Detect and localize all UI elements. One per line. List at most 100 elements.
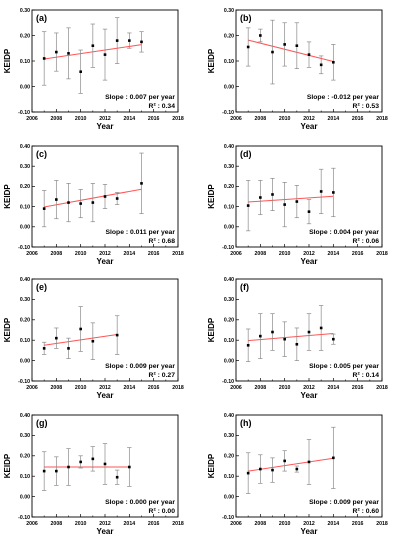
data-point [295, 200, 299, 203]
y-tick-label: 0.10 [224, 204, 234, 210]
y-tick-label: 0.40 [20, 144, 30, 150]
x-tick-label: 2014 [124, 251, 136, 257]
y-tick-label: 0.20 [224, 184, 234, 190]
x-tick-label: 2016 [352, 251, 364, 257]
data-point [103, 195, 107, 198]
r-squared-text: R² : 0.14 [353, 372, 380, 379]
x-tick-label: 2012 [99, 385, 111, 391]
y-tick-label: 0.00 [224, 358, 234, 364]
slope-text: Slope : 0.000 per year [105, 499, 175, 506]
y-axis-title: KEIDP [207, 184, 216, 209]
panel-c: -0.10 0.00 0.10 0.20 0.30 0.40 2006 2008 2010 201… [3, 144, 184, 266]
y-tick-label: 0.20 [20, 33, 30, 39]
y-tick-label: 0.40 [224, 277, 234, 283]
data-point [67, 201, 70, 204]
panel-label: (c) [36, 149, 47, 159]
data-point [115, 39, 119, 42]
panel-label: (d) [240, 149, 252, 159]
y-axis-title: KEIDP [207, 453, 216, 478]
data-point [259, 34, 262, 37]
slope-text: Slope : 0.009 per year [309, 499, 379, 506]
x-axis-title: Year [97, 257, 114, 266]
panel-label: (f) [240, 282, 249, 292]
trend-line [248, 195, 334, 203]
data-point [332, 456, 335, 460]
y-tick-label: 0.30 [20, 8, 30, 14]
x-tick-label: 2008 [51, 116, 63, 122]
x-tick-label: 2010 [75, 521, 87, 527]
y-tick-label: 0.40 [20, 413, 30, 419]
x-tick-label: 2006 [26, 251, 38, 257]
x-tick-label: 2010 [279, 116, 291, 122]
panel-e: -0.10 0.00 0.10 0.20 0.30 0.40 2006 2008 2010 201… [3, 277, 184, 400]
r-squared-text: R² : 0.00 [149, 508, 176, 515]
data-point [55, 469, 58, 473]
y-tick-label: -0.10 [222, 379, 234, 385]
data-point [319, 190, 323, 193]
y-tick-label: 0.20 [224, 318, 234, 324]
data-point [103, 462, 107, 466]
x-tick-label: 2010 [279, 521, 291, 527]
data-point [42, 207, 46, 210]
data-point [295, 44, 299, 47]
data-point [115, 475, 119, 479]
data-point [319, 326, 323, 330]
x-tick-label: 2018 [172, 116, 184, 122]
x-tick-label: 2012 [303, 385, 315, 391]
r-squared-text: R² : 0.34 [149, 103, 176, 110]
data-point [42, 347, 46, 350]
y-axis-title: KEIDP [3, 184, 12, 209]
x-tick-label: 2016 [148, 251, 160, 257]
panel-b: -0.10 0.00 0.10 0.20 0.30 2006 2008 2010 2012 201… [207, 8, 388, 131]
data-point [307, 460, 311, 464]
x-axis-title: Year [301, 391, 318, 400]
x-tick-label: 2010 [75, 385, 87, 391]
y-tick-label: -0.10 [222, 245, 234, 251]
x-tick-label: 2014 [124, 385, 136, 391]
slope-text: Slope : 0.007 per year [105, 94, 175, 101]
x-tick-label: 2010 [75, 116, 87, 122]
data-point [55, 336, 58, 340]
data-point [55, 198, 58, 201]
data-point [55, 50, 58, 54]
data-point [271, 50, 274, 54]
x-tick-label: 2018 [376, 385, 388, 391]
x-tick-label: 2014 [124, 116, 136, 122]
x-tick-label: 2018 [172, 385, 184, 391]
x-tick-label: 2014 [328, 385, 340, 391]
x-tick-label: 2008 [255, 385, 267, 391]
data-point [283, 337, 286, 341]
data-point [283, 43, 286, 46]
y-tick-label: 0.20 [224, 33, 234, 39]
data-point [246, 204, 250, 207]
slope-text: Slope : 0.011 per year [105, 229, 175, 236]
x-tick-label: 2006 [230, 385, 242, 391]
data-point [332, 60, 335, 64]
data-point [332, 191, 335, 194]
panel-g: -0.10 0.00 0.10 0.20 0.30 0.40 2006 2008 2010 201… [3, 413, 184, 536]
slope-text: Slope : 0.009 per year [105, 363, 175, 370]
x-tick-label: 2008 [255, 251, 267, 257]
x-tick-label: 2006 [230, 251, 242, 257]
y-tick-label: 0.00 [20, 225, 30, 231]
y-tick-label: 0.30 [224, 433, 234, 439]
y-tick-label: -0.10 [18, 379, 30, 385]
x-tick-label: 2018 [376, 521, 388, 527]
x-tick-label: 2016 [352, 521, 364, 527]
x-tick-label: 2018 [376, 116, 388, 122]
y-tick-label: -0.10 [222, 110, 234, 116]
x-tick-label: 2012 [303, 521, 315, 527]
x-axis-title: Year [97, 527, 114, 536]
y-tick-label: 0.40 [224, 144, 234, 150]
trend-line [248, 332, 334, 342]
y-tick-label: 0.20 [20, 318, 30, 324]
data-point [128, 465, 131, 469]
y-tick-label: 0.30 [224, 8, 234, 14]
data-point [307, 210, 311, 213]
x-tick-label: 2016 [352, 116, 364, 122]
data-point [42, 57, 46, 60]
data-point [128, 39, 131, 42]
r-squared-text: R² : 0.53 [353, 103, 380, 110]
r-squared-text: R² : 0.60 [353, 508, 380, 515]
